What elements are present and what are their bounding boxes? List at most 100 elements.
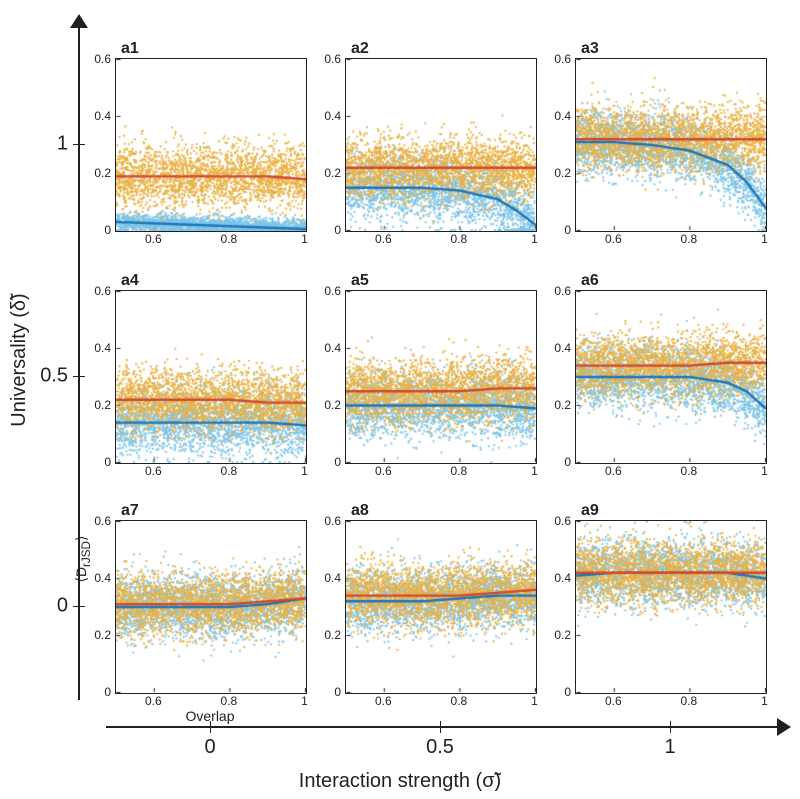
xtick-label: 1 [531,232,538,246]
panel-plot [115,58,307,232]
ytick-label: 0 [564,223,571,237]
xtick-label: 0.8 [221,464,238,478]
ytick-label: 0 [334,223,341,237]
ytick-label: 0.2 [324,628,341,642]
y-axis-tick-mark [73,376,85,377]
y-axis-label: Universality (δ̃) [8,293,31,426]
panel-title: a7 [121,502,139,520]
xtick-label: 0.8 [451,232,468,246]
ytick-label: 0.6 [94,52,111,66]
panel-plot [345,290,537,464]
x-axis-tick-mark [670,721,671,733]
panel-title: a4 [121,272,139,290]
x-axis-tick: 1 [664,736,675,759]
xtick-label: 0.6 [145,694,162,708]
y-axis-tick: 1 [57,133,68,156]
panel-a8: a80.60.8100.20.40.6 [345,520,535,692]
panel-title: a8 [351,502,369,520]
xtick-label: 0.8 [221,694,238,708]
x-axis-label: Interaction strength (σ̃) [299,770,501,793]
ytick-label: 0.6 [324,514,341,528]
xtick-label: 0.8 [221,232,238,246]
ytick-label: 0.2 [554,628,571,642]
ytick-label: 0.6 [554,284,571,298]
ytick-label: 0.2 [324,166,341,180]
ytick-label: 0 [334,685,341,699]
panel-plot [115,290,307,464]
xtick-label: 0.8 [451,694,468,708]
xtick-label: 1 [531,694,538,708]
panel-a3: a30.60.8100.20.40.6 [575,58,765,230]
ytick-label: 0 [104,455,111,469]
xtick-label: 0.6 [605,232,622,246]
xtick-label: 1 [301,232,308,246]
ytick-label: 0.4 [94,109,111,123]
x-axis-arrow-head [777,718,791,736]
panel-title: a9 [581,502,599,520]
y-axis-tick-mark [73,606,85,607]
ytick-label: 0.2 [94,628,111,642]
xtick-label: 0.8 [681,464,698,478]
ytick-label: 0.6 [94,514,111,528]
panel-xlabel: Overlap [185,708,234,724]
xtick-label: 1 [301,694,308,708]
ytick-label: 0.4 [324,571,341,585]
xtick-label: 0.6 [605,694,622,708]
panel-a9: a90.60.8100.20.40.6 [575,520,765,692]
panel-plot [345,58,537,232]
xtick-label: 0.8 [681,232,698,246]
xtick-label: 1 [761,694,768,708]
panel-title: a3 [581,40,599,58]
panel-a5: a50.60.8100.20.40.6 [345,290,535,462]
ytick-label: 0 [564,685,571,699]
ytick-label: 0.6 [94,284,111,298]
x-axis-tick: 0 [204,736,215,759]
ytick-label: 0.2 [554,398,571,412]
ytick-label: 0.2 [554,166,571,180]
xtick-label: 1 [301,464,308,478]
panel-a2: a20.60.8100.20.40.6 [345,58,535,230]
ytick-label: 0 [104,223,111,237]
xtick-label: 0.6 [605,464,622,478]
panel-ylabel: ⟨DrJSD⟩ [73,536,93,583]
panel-title: a1 [121,40,139,58]
xtick-label: 0.8 [451,464,468,478]
xtick-label: 0.6 [145,464,162,478]
xtick-label: 1 [761,232,768,246]
xtick-label: 0.6 [375,232,392,246]
xtick-label: 1 [761,464,768,478]
xtick-label: 0.8 [681,694,698,708]
ytick-label: 0.2 [94,166,111,180]
ytick-label: 0 [564,455,571,469]
x-axis-tick: 0.5 [426,736,454,759]
ytick-label: 0.4 [324,341,341,355]
panel-plot [345,520,537,694]
ytick-label: 0.4 [324,109,341,123]
y-axis-arrow [78,23,80,700]
panel-title: a6 [581,272,599,290]
x-axis-arrow [106,726,777,728]
ytick-label: 0.2 [94,398,111,412]
ytick-label: 0.4 [554,571,571,585]
xtick-label: 0.6 [375,464,392,478]
y-axis-tick-mark [73,144,85,145]
panel-a1: a10.60.8100.20.40.6 [115,58,305,230]
y-axis-tick: 0 [57,595,68,618]
ytick-label: 0.4 [554,341,571,355]
panel-a6: a60.60.8100.20.40.6 [575,290,765,462]
panel-plot [575,290,767,464]
ytick-label: 0.4 [554,109,571,123]
panel-plot [115,520,307,694]
ytick-label: 0.6 [324,284,341,298]
ytick-label: 0.2 [324,398,341,412]
xtick-label: 1 [531,464,538,478]
x-axis-tick-mark [440,721,441,733]
ytick-label: 0.6 [554,52,571,66]
panel-title: a5 [351,272,369,290]
ytick-label: 0.4 [94,341,111,355]
xtick-label: 0.6 [375,694,392,708]
panel-title: a2 [351,40,369,58]
panel-plot [575,58,767,232]
ytick-label: 0 [334,455,341,469]
figure: Universality (δ̃) Interaction strength (σ… [0,0,800,799]
